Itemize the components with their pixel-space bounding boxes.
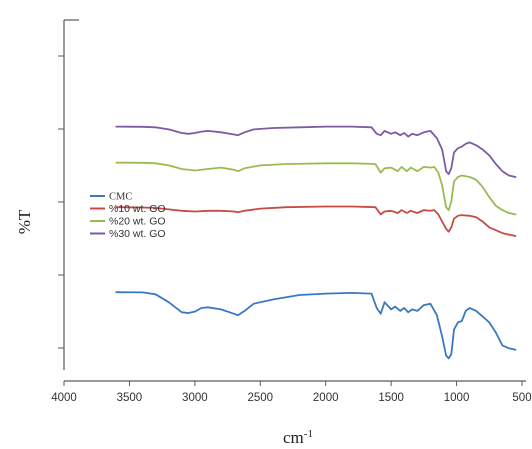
plot-frame [63, 19, 526, 382]
series-line [115, 125, 517, 178]
x-tick-label: 3500 [117, 392, 143, 404]
series-line [115, 291, 517, 360]
x-tick-label: 1500 [378, 392, 404, 404]
legend-label: %20 wt. GO [109, 216, 166, 228]
y-axis-title: %T [15, 209, 34, 234]
x-tick-label: 4000 [51, 392, 77, 404]
y-axis-ticks [58, 55, 64, 349]
series-layer [115, 125, 517, 360]
x-tick-label: 1000 [444, 392, 470, 404]
x-axis-title-exponent: -1 [304, 428, 313, 440]
x-tick-label: 2500 [247, 392, 273, 404]
x-tick-label: 2000 [313, 392, 339, 404]
legend-label: %30 wt. GO [109, 228, 166, 240]
x-axis-title-unit: cm [283, 428, 304, 447]
series-line [115, 205, 517, 237]
x-axis-title: cm-1 [283, 428, 313, 447]
x-tick-label: 500 [512, 392, 531, 404]
series-line [115, 161, 517, 216]
legend-label: %10 wt. GO [109, 203, 166, 215]
legend: CMC%10 wt. GO%20 wt. GO%30 wt. GO [90, 192, 166, 240]
x-tick-label: 3000 [182, 392, 208, 404]
x-axis-ticks: 4000 3500 3000 2500 2000 1500 1000 500 [51, 381, 532, 404]
legend-label: CMC [109, 192, 132, 203]
